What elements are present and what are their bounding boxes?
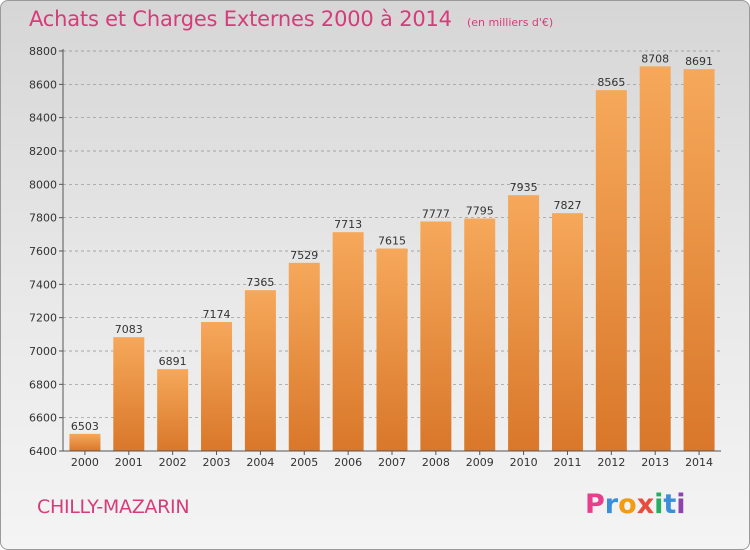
x-tick-label-2001: 2001	[115, 456, 143, 469]
x-tick-label-2010: 2010	[510, 456, 538, 469]
data-labels: 6503 7083 6891 7174 7365 7529 7713 7615 7777 7795…	[71, 52, 713, 433]
x-tick-label-2005: 2005	[290, 456, 318, 469]
logo-letter: o	[618, 489, 637, 520]
data-label-2008: 7777	[422, 208, 450, 221]
bar-2008	[420, 221, 452, 451]
bar-2003	[201, 322, 233, 451]
data-label-2003: 7174	[203, 308, 231, 321]
logo-letter: r	[604, 489, 619, 520]
y-tick-label: 6600	[29, 412, 57, 425]
y-tick-label: 8000	[29, 178, 57, 191]
bars	[69, 66, 715, 452]
bar-2013	[639, 66, 671, 451]
data-label-2000: 6503	[71, 420, 99, 433]
bar-2010	[508, 195, 540, 451]
data-label-2006: 7713	[334, 218, 362, 231]
y-tick-label: 6400	[29, 445, 57, 458]
x-tick-label-2003: 2003	[203, 456, 231, 469]
logo-letter: t	[663, 489, 677, 520]
x-tick-label-2009: 2009	[466, 456, 494, 469]
x-tick-label-2011: 2011	[553, 456, 581, 469]
y-tick-label: 7000	[29, 345, 57, 358]
data-label-2012: 8565	[597, 76, 625, 89]
y-tick-label: 7600	[29, 245, 57, 258]
bar-2001	[113, 337, 145, 451]
bar-2012	[595, 90, 627, 452]
bar-2014	[683, 69, 715, 452]
y-tick-label: 8200	[29, 145, 57, 158]
logo-letter: x	[636, 489, 655, 520]
data-label-2001: 7083	[115, 323, 143, 336]
y-tick-label: 7800	[29, 212, 57, 225]
x-tick-label-2008: 2008	[422, 456, 450, 469]
x-tick-label-2007: 2007	[378, 456, 406, 469]
data-label-2014: 8691	[685, 55, 713, 68]
x-tick-label-2002: 2002	[159, 456, 187, 469]
y-tick-label: 8800	[29, 45, 57, 58]
bar-2000	[69, 433, 101, 451]
data-label-2004: 7365	[246, 276, 274, 289]
data-label-2007: 7615	[378, 235, 406, 248]
logo-letter: i	[676, 489, 686, 520]
logo-letter: P	[585, 489, 605, 520]
bar-2004	[244, 290, 276, 451]
bar-2009	[464, 218, 496, 451]
data-label-2010: 7935	[510, 181, 538, 194]
y-tick-label: 7200	[29, 312, 57, 325]
bar-2006	[332, 232, 364, 451]
data-label-2013: 8708	[641, 52, 669, 65]
bar-2007	[376, 248, 408, 451]
bar-2002	[157, 369, 189, 451]
x-tick-label-2006: 2006	[334, 456, 362, 469]
data-label-2009: 7795	[466, 205, 494, 218]
x-tick-label-2014: 2014	[685, 456, 713, 469]
commune-name: CHILLY-MAZARIN	[37, 496, 190, 518]
chart-unit: (en milliers d'€)	[466, 16, 554, 29]
y-tick-label: 6800	[29, 378, 57, 391]
y-tick-label: 7400	[29, 278, 57, 291]
proxiti-logo[interactable]: Proxiti	[585, 489, 686, 520]
x-tick-label-2012: 2012	[597, 456, 625, 469]
x-tick-label-2013: 2013	[641, 456, 669, 469]
data-label-2011: 7827	[553, 199, 581, 212]
logo-letter: i	[654, 489, 664, 520]
bar-2005	[288, 262, 320, 451]
axes: 6400 6600 6800 7000 7200 7400 7600 7800 8000 8200…	[29, 45, 721, 469]
chart-title: Achats et Charges Externes 2000 à 2014	[29, 7, 452, 31]
y-tick-label: 8400	[29, 112, 57, 125]
data-label-2002: 6891	[159, 355, 187, 368]
bar-2011	[551, 213, 583, 451]
x-tick-label-2004: 2004	[246, 456, 274, 469]
x-tick-label-2000: 2000	[71, 456, 99, 469]
data-label-2005: 7529	[290, 249, 318, 262]
title-row: Achats et Charges Externes 2000 à 2014 (…	[29, 7, 553, 31]
y-tick-label: 8600	[29, 78, 57, 91]
